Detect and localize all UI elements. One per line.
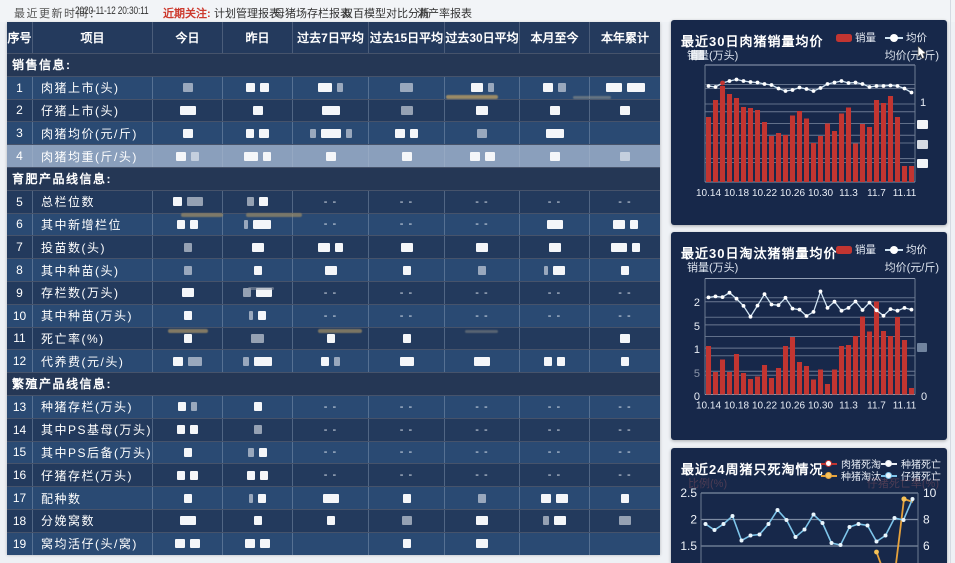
svg-text:11.11: 11.11 <box>893 401 917 412</box>
svg-text:10.26: 10.26 <box>780 188 805 199</box>
svg-text:1: 1 <box>694 344 700 356</box>
svg-text:0: 0 <box>921 391 927 403</box>
svg-text:6: 6 <box>923 539 930 553</box>
svg-text:10.14: 10.14 <box>696 401 721 412</box>
svg-text:2.5: 2.5 <box>680 486 697 500</box>
svg-text:5: 5 <box>694 368 700 380</box>
svg-text:11.3: 11.3 <box>839 401 858 412</box>
svg-text:11.7: 11.7 <box>867 401 886 412</box>
svg-text:2: 2 <box>694 297 700 309</box>
svg-text:10.18: 10.18 <box>724 401 749 412</box>
svg-text:1: 1 <box>920 97 926 109</box>
svg-text:10: 10 <box>923 486 937 500</box>
svg-text:11.7: 11.7 <box>867 188 886 199</box>
svg-text:10.22: 10.22 <box>752 188 777 199</box>
svg-text:8: 8 <box>923 513 930 527</box>
svg-text:10.14: 10.14 <box>696 188 721 199</box>
svg-text:0: 0 <box>694 391 700 403</box>
svg-text:5: 5 <box>694 321 700 333</box>
svg-text:10.30: 10.30 <box>808 188 833 199</box>
svg-text:10.18: 10.18 <box>724 188 749 199</box>
svg-text:10.22: 10.22 <box>752 401 777 412</box>
svg-text:11.11: 11.11 <box>893 188 917 199</box>
svg-text:2: 2 <box>690 513 697 527</box>
svg-text:10.30: 10.30 <box>808 401 833 412</box>
svg-text:11.3: 11.3 <box>839 188 858 199</box>
svg-text:1.5: 1.5 <box>680 539 697 553</box>
svg-text:10.26: 10.26 <box>780 401 805 412</box>
